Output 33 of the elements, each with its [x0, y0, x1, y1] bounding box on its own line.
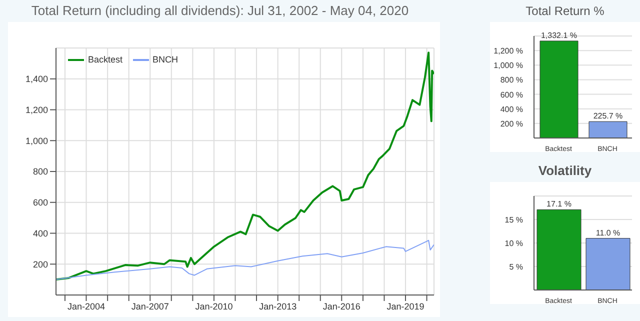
data-label: 1,332.1 %	[540, 30, 578, 40]
y-tick-label: 800	[32, 166, 48, 177]
y-tick-label: 200	[32, 259, 48, 270]
data-label: 17.1 %	[546, 200, 572, 209]
chart-title: Volatility	[537, 162, 593, 180]
y-tick-label: 1,400	[25, 74, 48, 84]
y-tick-label: 600	[32, 198, 48, 208]
y-tick-label: 1,200 %	[494, 46, 523, 56]
x-tick-label: Jan-2010	[195, 301, 233, 312]
x-tick-label: Jan-2019	[386, 301, 424, 312]
data-label: 225.7 %	[593, 112, 623, 121]
x-tick-label: Jan-2007	[131, 301, 169, 312]
y-tick-label: 400 %	[500, 104, 523, 114]
chart-title: Total Return (including all dividends): Jul 31, 2002 - May 04, 2020	[30, 2, 410, 20]
data-label: 11.0 %	[596, 228, 620, 238]
y-tick-label: 600 %	[500, 90, 523, 100]
chart-title: Total Return %	[524, 3, 606, 20]
y-tick-label: 1,200	[25, 104, 48, 115]
legend-label: BNCH	[152, 54, 178, 64]
y-tick-label: 15 %	[504, 216, 523, 224]
y-tick-label: 800 %	[500, 76, 523, 85]
y-tick-label: 1,000 %	[494, 61, 523, 70]
y-tick-label: 200 %	[500, 119, 523, 128]
y-tick-label: 1,000	[25, 136, 48, 146]
x-tick-label: Jan-2013	[259, 301, 297, 312]
line-series	[56, 240, 434, 280]
y-tick-label: 10 %	[504, 239, 523, 248]
y-tick-label: 400	[32, 228, 48, 238]
x-tick-label: Jan-2004	[67, 301, 106, 312]
y-tick-label: 5 %	[509, 262, 523, 272]
x-tick-label: Jan-2016	[322, 301, 360, 312]
line-series	[56, 52, 434, 281]
legend-label: Backtest	[88, 54, 123, 64]
